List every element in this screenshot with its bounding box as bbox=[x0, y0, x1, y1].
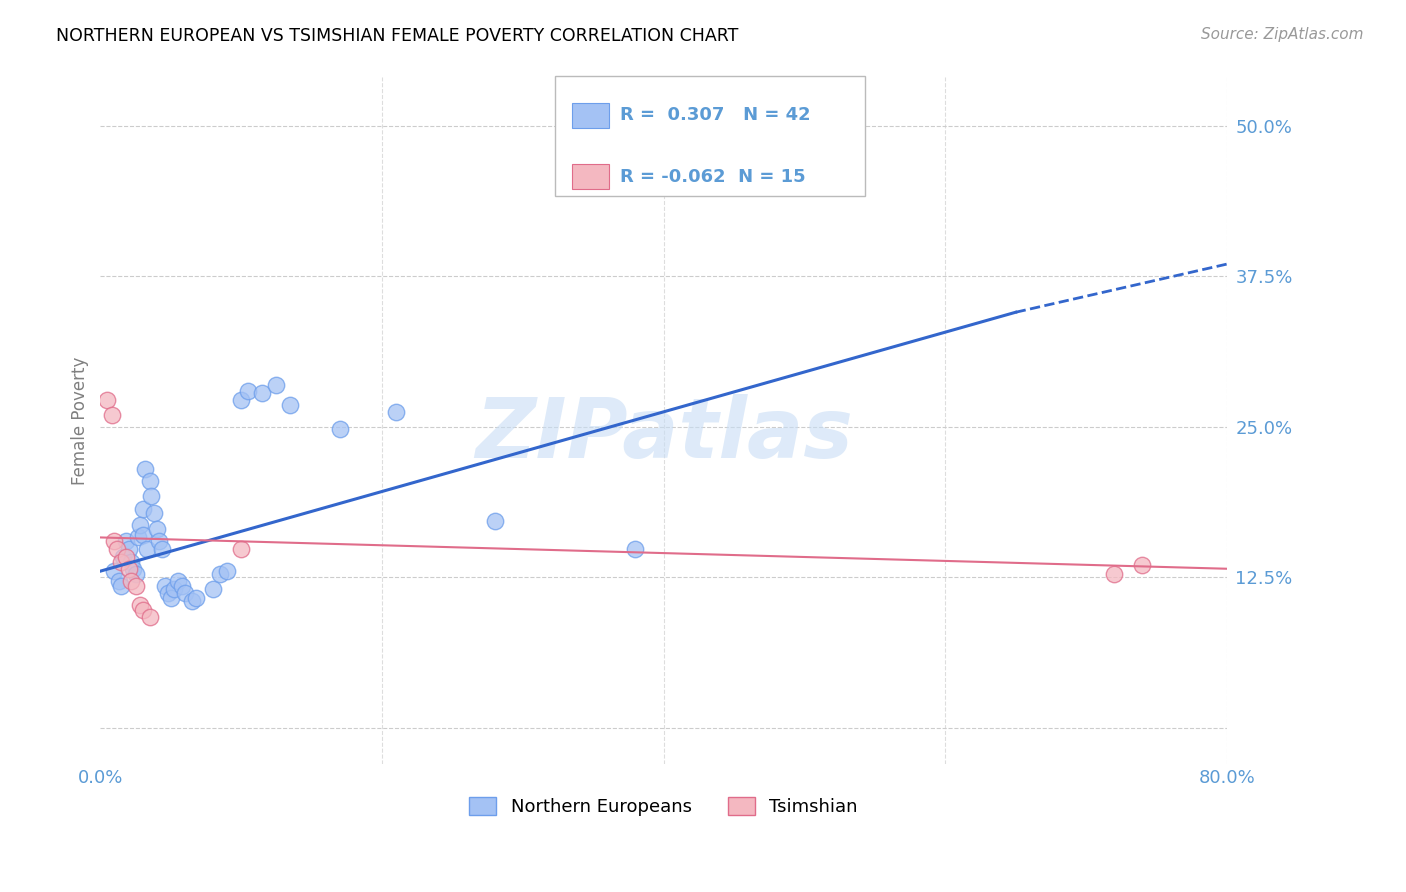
Point bbox=[159, 591, 181, 605]
Point bbox=[150, 542, 173, 557]
Point bbox=[1132, 558, 1154, 573]
Point bbox=[1102, 566, 1125, 581]
Point bbox=[103, 534, 125, 549]
Point bbox=[107, 574, 129, 588]
Point bbox=[114, 549, 136, 564]
Point bbox=[96, 393, 118, 408]
Point bbox=[280, 398, 302, 412]
Point bbox=[231, 393, 253, 408]
Point bbox=[166, 574, 188, 588]
Point bbox=[128, 598, 150, 612]
Point bbox=[484, 514, 506, 528]
Y-axis label: Female Poverty: Female Poverty bbox=[72, 357, 89, 485]
Point bbox=[184, 591, 207, 605]
Point bbox=[156, 586, 179, 600]
Point bbox=[124, 579, 146, 593]
Point bbox=[329, 422, 352, 436]
Point bbox=[624, 542, 647, 557]
Point bbox=[138, 610, 160, 624]
Point bbox=[134, 462, 156, 476]
Point bbox=[128, 518, 150, 533]
Point bbox=[120, 555, 142, 569]
Text: NORTHERN EUROPEAN VS TSIMSHIAN FEMALE POVERTY CORRELATION CHART: NORTHERN EUROPEAN VS TSIMSHIAN FEMALE PO… bbox=[56, 27, 738, 45]
Point bbox=[127, 531, 149, 545]
Text: Source: ZipAtlas.com: Source: ZipAtlas.com bbox=[1201, 27, 1364, 42]
Point bbox=[131, 603, 153, 617]
Point bbox=[231, 542, 253, 557]
Point bbox=[180, 594, 202, 608]
Point bbox=[173, 586, 195, 600]
Point bbox=[131, 528, 153, 542]
Point bbox=[142, 507, 165, 521]
Point bbox=[117, 562, 139, 576]
Point bbox=[135, 542, 157, 557]
Point bbox=[385, 405, 408, 419]
Point bbox=[100, 408, 122, 422]
Point bbox=[138, 474, 160, 488]
Point bbox=[139, 490, 162, 504]
Point bbox=[266, 377, 288, 392]
Point bbox=[103, 564, 125, 578]
Point bbox=[111, 549, 134, 564]
Point bbox=[124, 566, 146, 581]
Point bbox=[110, 579, 132, 593]
Point bbox=[114, 534, 136, 549]
Legend: Northern Europeans, Tsimshian: Northern Europeans, Tsimshian bbox=[463, 789, 865, 823]
Point bbox=[153, 579, 176, 593]
Point bbox=[131, 501, 153, 516]
Point bbox=[110, 555, 132, 569]
Text: ZIPatlas: ZIPatlas bbox=[475, 394, 852, 475]
Point bbox=[120, 574, 142, 588]
Point bbox=[117, 542, 139, 557]
Point bbox=[238, 384, 260, 398]
Text: R = -0.062  N = 15: R = -0.062 N = 15 bbox=[620, 168, 806, 186]
Point bbox=[201, 582, 224, 597]
Point bbox=[162, 582, 184, 597]
Point bbox=[170, 579, 193, 593]
Point bbox=[148, 534, 170, 549]
Point bbox=[252, 386, 274, 401]
Point bbox=[145, 522, 167, 536]
Point bbox=[105, 542, 128, 557]
Point bbox=[121, 562, 143, 576]
Point bbox=[217, 564, 239, 578]
Point bbox=[209, 566, 232, 581]
Text: R =  0.307   N = 42: R = 0.307 N = 42 bbox=[620, 106, 811, 124]
